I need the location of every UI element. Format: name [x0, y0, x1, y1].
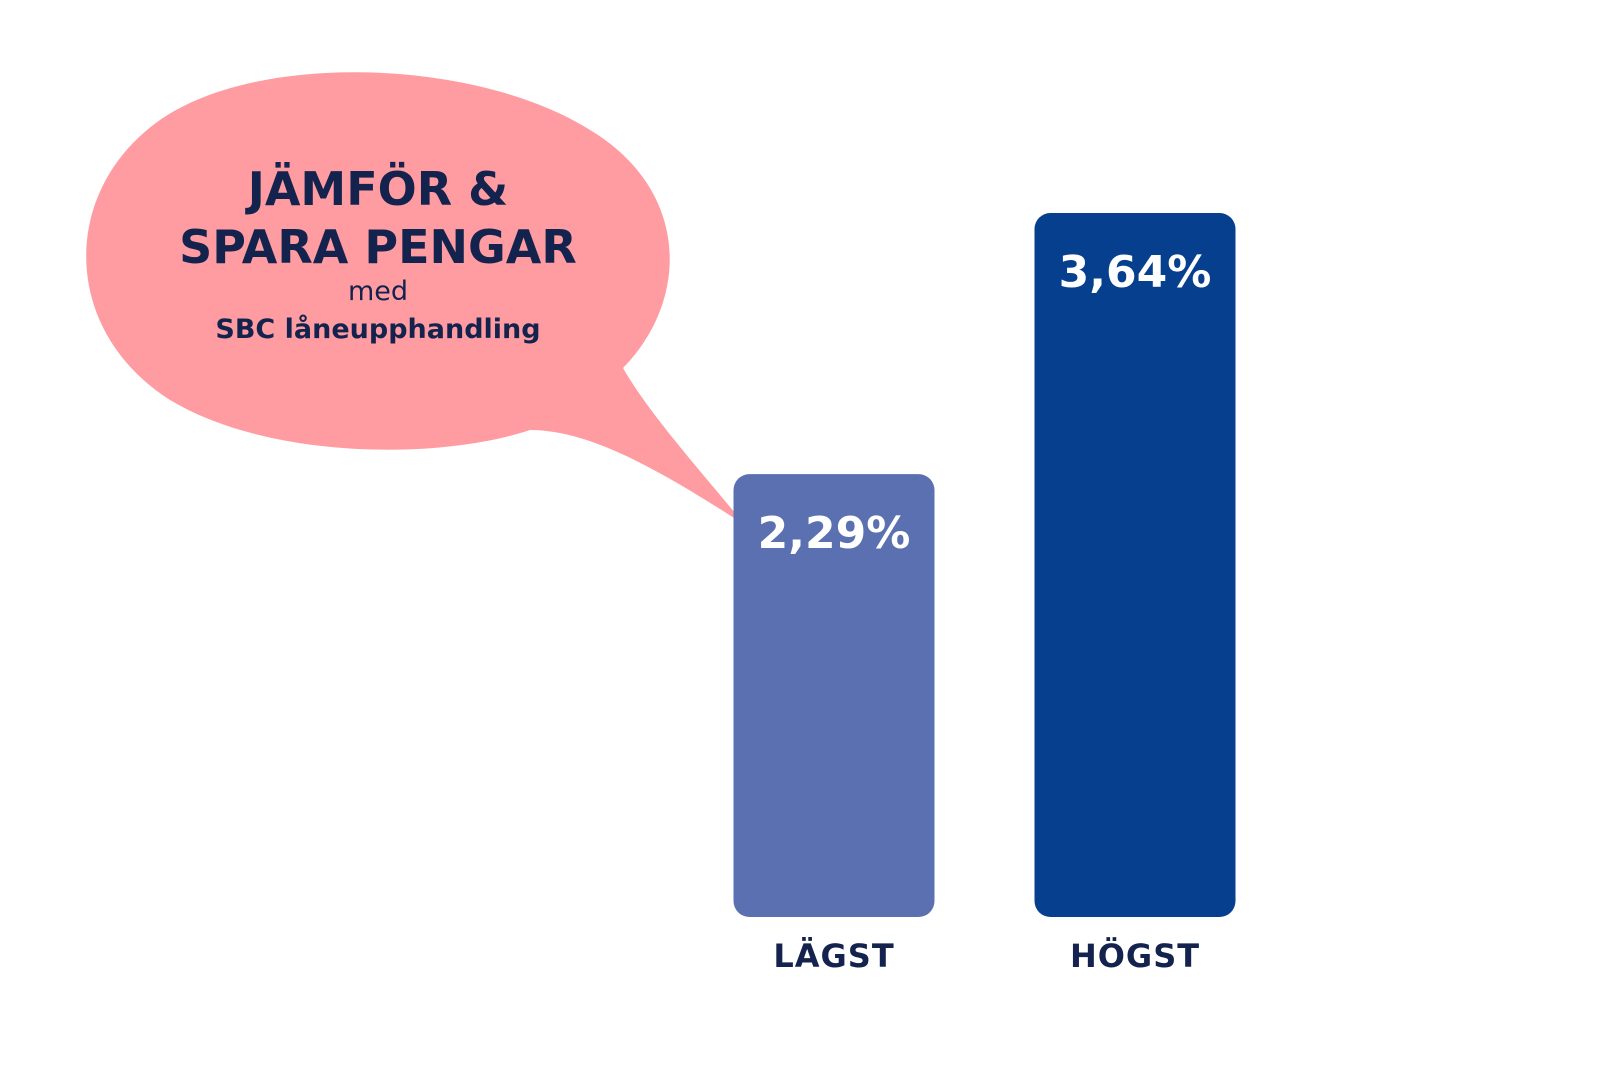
bubble-headline-1: JÄMFÖR &	[245, 162, 509, 216]
bar-value-label-highest: 3,64%	[1059, 247, 1212, 298]
bubble-med-text: med	[348, 276, 408, 307]
bar-lowest	[733, 474, 935, 917]
category-label-highest: HÖGST	[1070, 937, 1200, 975]
speech-bubble: JÄMFÖR & SPARA PENGAR med SBC låneupphan…	[86, 72, 746, 526]
bar-value-label-lowest: 2,29%	[758, 508, 911, 559]
speech-bubble-shape	[86, 72, 746, 526]
bubble-brand-text: SBC låneupphandling	[215, 313, 540, 345]
bar-highest	[1034, 213, 1236, 917]
bubble-headline-2: SPARA PENGAR	[179, 220, 577, 274]
bar-series: 2,29% LÄGST 3,64% HÖGST	[733, 213, 1236, 975]
category-label-lowest: LÄGST	[773, 937, 894, 975]
